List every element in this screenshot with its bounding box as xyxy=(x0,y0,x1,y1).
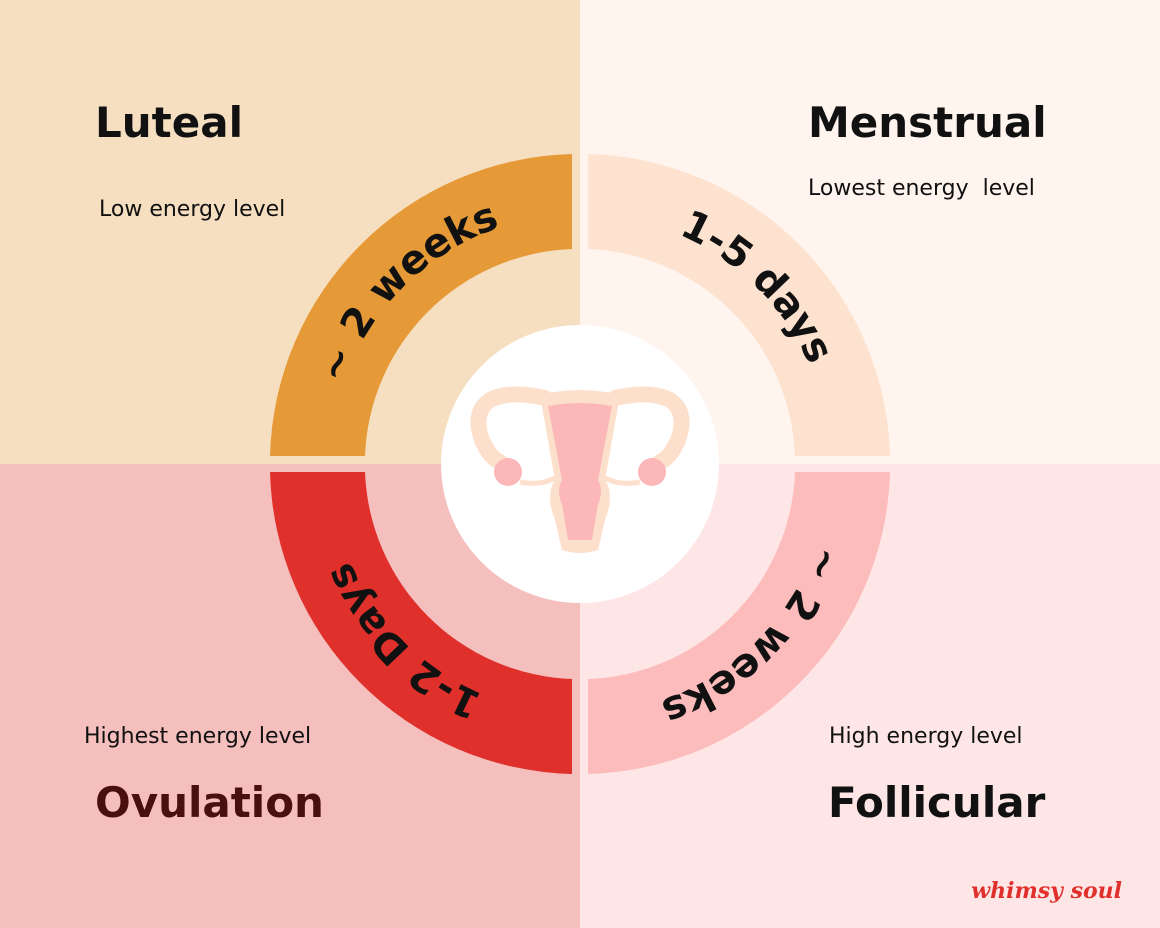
ovulation-energy: Highest energy level xyxy=(84,724,312,749)
luteal-ring-segment xyxy=(270,154,572,456)
follicular-ring-segment xyxy=(588,472,890,774)
follicular-title: Follicular xyxy=(828,778,1046,827)
luteal-title: Luteal xyxy=(95,98,243,147)
ovulation-title: Ovulation xyxy=(95,778,324,827)
menstrual-title: Menstrual xyxy=(808,98,1047,147)
brand-logo: whimsy soul xyxy=(971,878,1122,904)
luteal-energy: Low energy level xyxy=(99,197,286,222)
uterus-icon xyxy=(470,386,690,553)
ovulation-ring-segment xyxy=(270,472,572,774)
menstrual-energy: Lowest energy level xyxy=(808,176,1035,201)
follicular-energy: High energy level xyxy=(829,724,1023,749)
menstrual-ring-segment xyxy=(588,154,890,456)
